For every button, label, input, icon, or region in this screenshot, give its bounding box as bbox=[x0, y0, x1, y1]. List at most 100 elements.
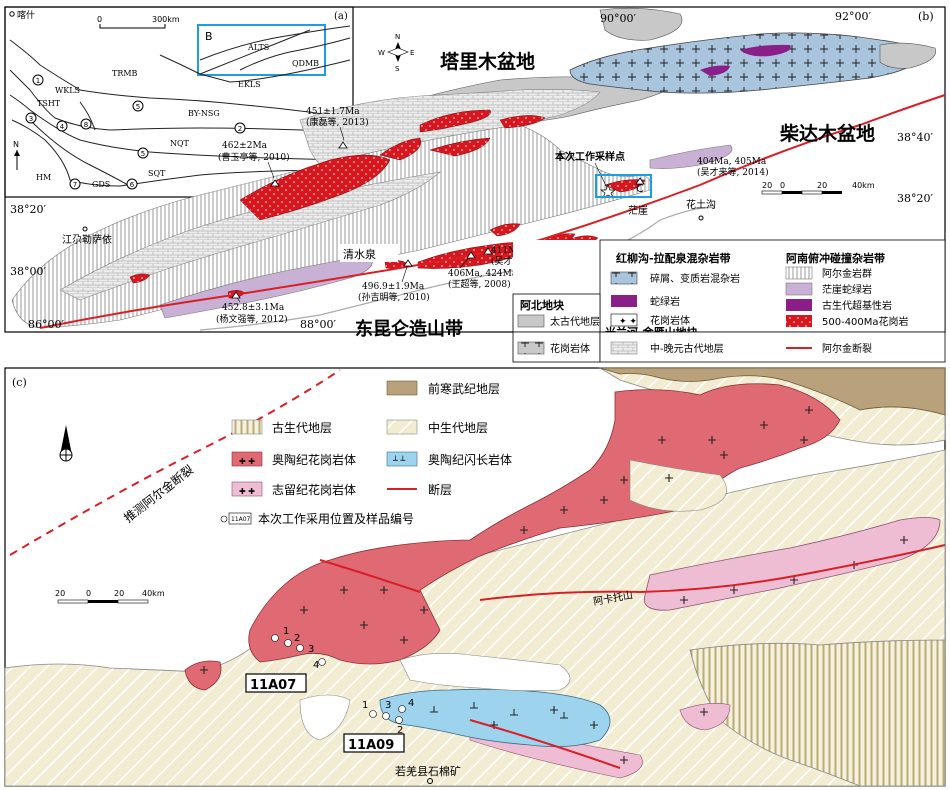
fault-num: 3 bbox=[29, 115, 33, 123]
svg-text:20: 20 bbox=[114, 589, 124, 598]
fault-line bbox=[479, 544, 946, 601]
fault-num: 1 bbox=[36, 77, 40, 85]
fault-line bbox=[319, 559, 421, 593]
unit-label: QDMB bbox=[292, 59, 319, 68]
svg-text:✦ ✦: ✦ ✦ bbox=[619, 317, 637, 327]
svg-text:2: 2 bbox=[397, 725, 403, 736]
svg-text:古生代超基性岩: 古生代超基性岩 bbox=[822, 299, 892, 312]
box-label-c: C bbox=[636, 182, 644, 195]
svg-text:阿尔金断裂: 阿尔金断裂 bbox=[822, 342, 872, 355]
svg-text:花岗岩体: 花岗岩体 bbox=[650, 314, 690, 327]
ophiolite bbox=[740, 44, 791, 57]
box-c bbox=[595, 174, 652, 198]
scale-bar-a bbox=[99, 24, 166, 29]
lon-92: 92°00′ bbox=[835, 10, 871, 23]
north-arrow-a: N bbox=[13, 140, 20, 170]
panel-label-a: (a) bbox=[334, 11, 348, 22]
tonalite-symbols bbox=[430, 702, 568, 719]
inferred-altun-fault bbox=[9, 369, 341, 556]
svg-text:阿北地块: 阿北地块 bbox=[520, 298, 565, 312]
fault-number-markers: 1 2 3 4 5 5 6 7 8 bbox=[25, 74, 246, 190]
unit-label: SQT bbox=[148, 169, 166, 178]
tarim-basin-label: 塔里木盆地 bbox=[440, 50, 535, 73]
svg-text:4: 4 bbox=[313, 660, 319, 671]
precambrian-strata bbox=[599, 367, 946, 416]
fault-num: 5 bbox=[141, 150, 145, 158]
svg-text:11A07: 11A07 bbox=[231, 516, 251, 523]
north-arrow-c bbox=[59, 425, 73, 462]
lon-88: 88°00′ bbox=[300, 318, 336, 331]
panel-c: 推测阿尔金断裂 阿卡托山 (c) 20 0 20 40km 1 2 3 bbox=[4, 367, 946, 787]
lon-86: 86°00′ bbox=[28, 318, 64, 331]
svg-text:中生代地层: 中生代地层 bbox=[428, 420, 488, 435]
east-kunlun-label: 东昆仑造山带 bbox=[355, 318, 463, 340]
ordovician-tonalite bbox=[379, 688, 611, 748]
lat-3800: 38°00′ bbox=[10, 265, 46, 278]
unit-label: WKLS bbox=[55, 86, 80, 95]
scale-zero: 0 bbox=[97, 15, 102, 24]
sample-label-11a07: 11A07 bbox=[250, 678, 296, 693]
svg-text:1: 1 bbox=[362, 700, 368, 711]
sample-site-label: 本次工作采样点 bbox=[555, 150, 625, 163]
kashi-marker bbox=[9, 11, 15, 17]
age-label: 406Ma, 424Ma bbox=[448, 269, 518, 279]
svg-text:✚ ✚: ✚ ✚ bbox=[239, 487, 255, 496]
svg-text:花岗岩体: 花岗岩体 bbox=[550, 342, 590, 355]
place-qingshuiquan: 清水泉 bbox=[343, 247, 376, 261]
age-ref: (孙吉明等, 2010) bbox=[358, 291, 430, 303]
fault-num: 6 bbox=[130, 181, 135, 189]
legend-b: 红柳沟-拉配泉混杂岩带 碎屑、变质岩混杂岩 蛇绿岩 ✦ ✦ 花岗岩体 阿南俯冲碰… bbox=[512, 239, 946, 339]
age-label: 452.8±3.1Ma bbox=[222, 303, 285, 313]
svg-text:E: E bbox=[410, 49, 414, 57]
legend-c: 前寒武纪地层 古生代地层 中生代地层 ✚ ✚ 奥陶纪花岗岩体 ┴ ┴ 奥陶纪闪长… bbox=[220, 380, 512, 526]
fault-num: 2 bbox=[238, 125, 242, 133]
age-label: 404Ma, 405Ma bbox=[697, 157, 767, 167]
legend-b-row2: 花岗岩体 中-晚元古代地层 阿尔金断裂 bbox=[512, 331, 946, 363]
svg-text:中-晚元古代地层: 中-晚元古代地层 bbox=[650, 342, 724, 355]
svg-text:✚ ✚: ✚ ✚ bbox=[239, 457, 255, 466]
unit-label: TSHT bbox=[37, 99, 61, 108]
ordovician-granite bbox=[248, 383, 841, 665]
unit-label: TRMB bbox=[112, 69, 138, 78]
unit-label: BY-NSG bbox=[188, 109, 220, 118]
svg-text:阿南俯冲碰撞杂岩带: 阿南俯冲碰撞杂岩带 bbox=[786, 251, 885, 265]
svg-text:碎屑、变质岩混杂岩: 碎屑、变质岩混杂岩 bbox=[650, 272, 740, 285]
mangya-ophiolite bbox=[159, 254, 373, 319]
age-label: 462±2Ma bbox=[222, 141, 268, 151]
svg-text:┴ ┴: ┴ ┴ bbox=[392, 455, 405, 465]
granite-400-500ma bbox=[129, 109, 646, 299]
svg-text:奥陶纪花岗岩体: 奥陶纪花岗岩体 bbox=[272, 452, 356, 467]
unit-label: NQT bbox=[170, 139, 190, 148]
svg-text:蛇绿岩: 蛇绿岩 bbox=[650, 295, 680, 308]
scale-bar-c: 20 0 20 40km bbox=[55, 589, 165, 604]
sample-site-star bbox=[599, 184, 617, 199]
svg-text:茫崖蛇绿岩: 茫崖蛇绿岩 bbox=[822, 283, 872, 296]
age-ref: (王超等, 2008) bbox=[448, 278, 511, 290]
svg-text:阿尔金岩群: 阿尔金岩群 bbox=[822, 267, 872, 280]
svg-text:20: 20 bbox=[762, 181, 772, 190]
place-mangya: 茫崖 bbox=[628, 204, 648, 217]
place-huatugou: 花土沟 bbox=[686, 198, 716, 211]
svg-text:20: 20 bbox=[55, 589, 65, 598]
lon-90: 90°00′ bbox=[600, 12, 636, 25]
scale-dist: 300km bbox=[152, 15, 180, 24]
svg-text:奥陶纪闪长岩体: 奥陶纪闪长岩体 bbox=[428, 452, 512, 467]
lat-3840: 38°40′ bbox=[897, 131, 933, 144]
age-ref: (曹玉亭等, 2010) bbox=[218, 151, 290, 163]
svg-text:40km: 40km bbox=[852, 181, 875, 190]
sample-label-11a09: 11A09 bbox=[348, 738, 394, 753]
fault-num: 4 bbox=[60, 123, 65, 131]
panel-label-c: (c) bbox=[12, 376, 27, 389]
sample-points-11a09: 1 2 3 4 bbox=[362, 698, 414, 736]
svg-text:3: 3 bbox=[308, 644, 314, 655]
panel-label-b: (b) bbox=[918, 10, 934, 23]
compass-rose: N S E W bbox=[378, 33, 414, 73]
box-b bbox=[197, 24, 326, 76]
fault-num: 7 bbox=[73, 181, 77, 189]
mine-label: 若羌县石棉矿 bbox=[395, 764, 461, 778]
melange-belt bbox=[569, 32, 926, 94]
svg-text:4: 4 bbox=[408, 698, 414, 709]
svg-text:断层: 断层 bbox=[428, 482, 452, 497]
ophiolite bbox=[700, 65, 730, 76]
